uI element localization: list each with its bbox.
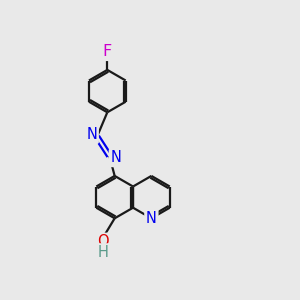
- Text: O: O: [98, 234, 109, 249]
- Text: H: H: [98, 245, 109, 260]
- Text: N: N: [110, 150, 121, 165]
- Text: N: N: [86, 127, 97, 142]
- Text: N: N: [146, 211, 157, 226]
- Text: F: F: [103, 44, 112, 59]
